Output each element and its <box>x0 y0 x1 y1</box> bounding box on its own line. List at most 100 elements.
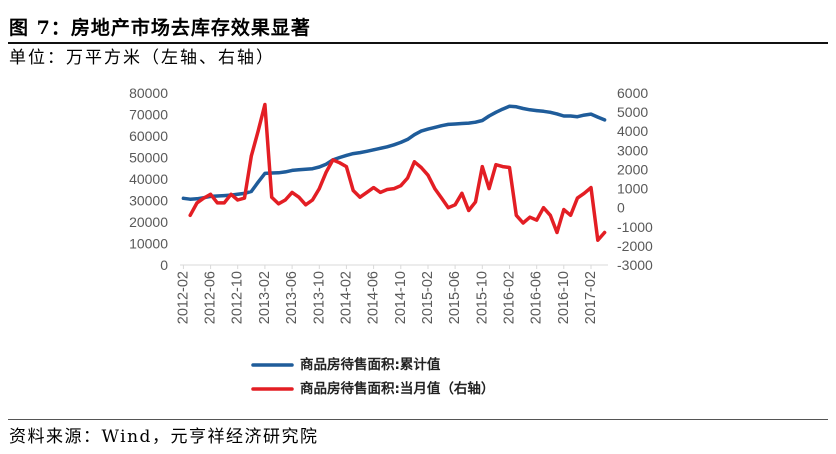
data-point-cumulative-36 <box>426 127 430 131</box>
data-point-cumulative-25 <box>351 152 355 156</box>
data-point-monthly-46 <box>494 163 498 167</box>
right-axis-tick-label: 0 <box>617 200 625 216</box>
data-point-monthly-26 <box>358 195 362 199</box>
data-point-monthly-10 <box>249 154 253 158</box>
data-point-cumulative-55 <box>555 112 559 116</box>
x-axis-tick-label: 2014-02 <box>338 271 354 324</box>
data-point-cumulative-6 <box>222 194 226 198</box>
data-point-monthly-8 <box>236 198 240 202</box>
left-axis-tick-label: 20000 <box>129 214 168 230</box>
data-point-cumulative-8 <box>236 192 240 196</box>
left-axis-tick-label: 30000 <box>129 193 168 209</box>
data-point-monthly-52 <box>535 218 539 222</box>
data-point-monthly-50 <box>521 221 525 225</box>
data-point-monthly-13 <box>270 195 274 199</box>
data-point-monthly-39 <box>446 206 450 210</box>
data-point-monthly-11 <box>256 129 260 133</box>
data-point-monthly-30 <box>385 188 389 191</box>
data-point-monthly-12 <box>263 103 267 106</box>
data-point-cumulative-53 <box>542 109 545 113</box>
data-point-cumulative-39 <box>446 122 450 126</box>
data-point-monthly-2 <box>195 201 199 205</box>
series-cumulative <box>181 104 607 201</box>
data-point-cumulative-61 <box>596 115 600 119</box>
data-point-monthly-24 <box>344 165 348 169</box>
data-point-monthly-59 <box>582 191 586 195</box>
data-point-monthly-29 <box>378 190 382 194</box>
x-axis-tick-label: 2012-10 <box>230 271 246 324</box>
data-point-cumulative-43 <box>474 120 477 124</box>
data-point-monthly-49 <box>514 213 518 217</box>
data-point-cumulative-31 <box>392 143 396 147</box>
right-axis-tick-label: 5000 <box>617 104 648 120</box>
data-point-monthly-47 <box>501 165 505 169</box>
source-divider <box>8 419 828 420</box>
data-point-cumulative-54 <box>548 110 552 114</box>
data-point-cumulative-33 <box>406 137 410 141</box>
data-point-cumulative-21 <box>324 162 328 166</box>
data-point-cumulative-27 <box>365 149 369 153</box>
data-point-cumulative-24 <box>344 153 348 157</box>
data-point-cumulative-45 <box>487 114 491 118</box>
data-point-cumulative-2 <box>195 197 199 201</box>
source-note: 资料来源：Wind，元亨祥经济研究院 <box>9 427 319 447</box>
x-axis-tick-label: 2014-06 <box>366 271 382 324</box>
data-point-monthly-6 <box>222 201 226 205</box>
data-point-cumulative-32 <box>399 140 403 144</box>
data-point-cumulative-47 <box>501 107 505 111</box>
data-point-monthly-5 <box>215 201 219 205</box>
data-point-monthly-14 <box>277 202 280 206</box>
data-point-cumulative-41 <box>460 122 464 125</box>
data-point-monthly-19 <box>311 198 314 202</box>
data-point-monthly-18 <box>304 203 308 207</box>
data-point-monthly-42 <box>467 209 471 212</box>
data-point-monthly-23 <box>338 161 342 165</box>
x-axis-tick-label: 2016-06 <box>529 271 545 324</box>
right-axis-tick-label: 6000 <box>617 85 648 101</box>
data-point-cumulative-34 <box>412 133 416 137</box>
data-point-cumulative-17 <box>297 168 301 172</box>
figure-title: 图 7：房地产市场去库存效果显著 <box>9 17 311 39</box>
data-point-monthly-17 <box>297 195 301 199</box>
data-point-cumulative-29 <box>378 146 382 150</box>
data-point-monthly-16 <box>290 190 294 194</box>
left-axis-tick-label: 60000 <box>129 128 168 144</box>
data-point-monthly-60 <box>589 186 593 190</box>
data-point-cumulative-35 <box>419 129 423 133</box>
data-point-cumulative-0 <box>181 196 185 200</box>
legend-item-monthly: 商品房待售面积:当月值（右轴） <box>251 380 494 397</box>
data-point-monthly-43 <box>474 200 477 204</box>
data-point-cumulative-19 <box>311 167 314 171</box>
data-point-monthly-37 <box>433 187 437 191</box>
data-point-cumulative-15 <box>283 170 287 174</box>
data-point-monthly-35 <box>419 166 423 169</box>
data-point-monthly-45 <box>487 187 491 191</box>
data-point-cumulative-46 <box>494 110 498 114</box>
data-point-monthly-28 <box>372 186 376 190</box>
data-point-cumulative-62 <box>603 118 607 122</box>
data-point-monthly-33 <box>406 176 410 180</box>
x-axis-tick-label: 2013-10 <box>311 271 327 324</box>
data-point-cumulative-18 <box>304 167 308 171</box>
data-point-monthly-61 <box>596 238 600 242</box>
x-axis-tick-label: 2015-02 <box>420 271 436 324</box>
legend-item-cumulative: 商品房待售面积:累计值 <box>251 356 441 373</box>
data-point-monthly-15 <box>283 198 287 202</box>
data-point-cumulative-26 <box>358 151 362 155</box>
data-point-cumulative-1 <box>188 197 192 201</box>
data-point-cumulative-59 <box>582 113 586 117</box>
right-axis-tick-label: 1000 <box>617 181 648 197</box>
data-point-monthly-20 <box>317 187 321 191</box>
data-point-cumulative-56 <box>562 114 566 118</box>
data-point-monthly-44 <box>480 165 484 169</box>
data-point-cumulative-40 <box>453 122 457 126</box>
data-point-monthly-54 <box>548 213 552 217</box>
data-point-cumulative-10 <box>249 190 253 193</box>
data-point-cumulative-20 <box>317 165 321 169</box>
right-axis-tick-label: -3000 <box>617 257 653 273</box>
data-point-monthly-56 <box>562 208 566 212</box>
x-axis-tick-label: 2016-10 <box>556 271 572 324</box>
data-point-cumulative-28 <box>372 148 376 152</box>
